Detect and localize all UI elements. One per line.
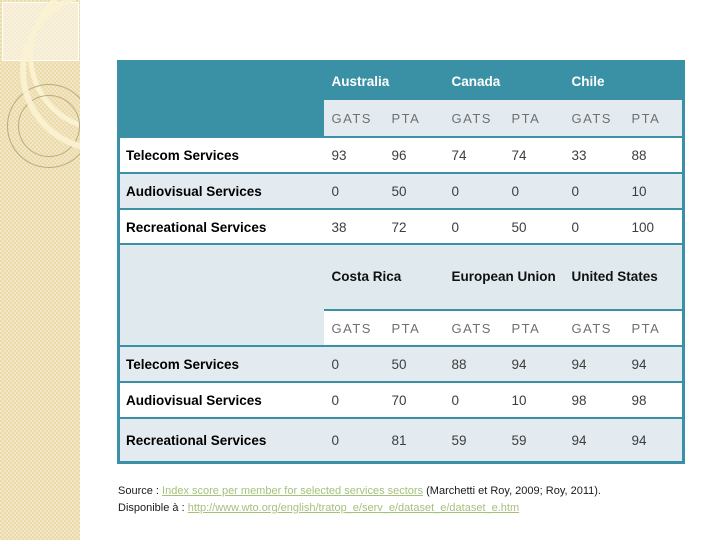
table-cell: 38 — [323, 208, 384, 246]
source-citation: Source : Index score per member for sele… — [118, 483, 704, 517]
table-australia-canada-chile: Australia Canada Chile GATS PTA GATS PTA… — [117, 60, 686, 247]
table-cell: 33 — [563, 136, 624, 173]
table-cell: 94 — [623, 345, 684, 382]
subheader-row: GATS PTA GATS PTA GATS PTA — [119, 309, 684, 346]
table-cell: 72 — [383, 208, 444, 246]
subheader-gats: GATS — [563, 309, 624, 346]
corner-cell — [118, 244, 324, 346]
table-cell: 0 — [563, 208, 624, 246]
table-cell: 59 — [503, 417, 564, 463]
subheader-gats: GATS — [323, 309, 384, 346]
country-header-australia: Australia — [323, 61, 444, 100]
table-cell: 88 — [623, 136, 684, 173]
table-cell: 0 — [563, 172, 624, 209]
source-label: Source : — [118, 485, 163, 497]
table-row-recreational: Recreational Services 0 81 59 59 94 94 — [118, 417, 684, 463]
table-cell: 94 — [503, 345, 564, 382]
table-row-recreational: Recreational Services 38 72 0 50 0 100 — [118, 208, 684, 246]
country-header-costa-rica: Costa Rica — [323, 244, 444, 310]
row-label: Audiovisual Services — [118, 172, 324, 209]
table-row-audiovisual: Audiovisual Services 0 50 0 0 0 10 — [118, 172, 684, 209]
table-cell: 10 — [503, 381, 564, 418]
table-cell: 93 — [323, 136, 384, 173]
subheader-pta: PTA — [383, 309, 444, 346]
table-cell: 94 — [563, 417, 624, 463]
table-cell: 88 — [443, 345, 504, 382]
corner-cell — [118, 61, 324, 137]
country-header-united-states: United States — [563, 244, 684, 310]
table-cell: 0 — [323, 172, 384, 209]
table-cell: 0 — [323, 381, 384, 418]
subheader-pta: PTA — [503, 309, 564, 346]
row-label: Audiovisual Services — [118, 381, 324, 418]
table-cell: 81 — [383, 417, 444, 463]
dataset-url-link[interactable]: http://www.wto.org/english/tratop_e/serv… — [187, 502, 520, 514]
table-cell: 59 — [443, 417, 504, 463]
source-citation-text: (Marchetti et Roy, 2009; Roy, 2011). — [423, 485, 601, 497]
table-cell: 0 — [443, 381, 504, 418]
country-header-canada: Canada — [443, 61, 564, 100]
table-cell: 74 — [503, 136, 564, 173]
table-cell: 98 — [623, 381, 684, 418]
table-cell: 98 — [563, 381, 624, 418]
table-cell: 96 — [383, 136, 444, 173]
table-cell: 50 — [383, 172, 444, 209]
table-cell: 74 — [443, 136, 504, 173]
table-cell: 0 — [323, 345, 384, 382]
row-label: Telecom Services — [118, 345, 324, 382]
country-header-chile: Chile — [563, 61, 684, 100]
subheader-pta: PTA — [623, 309, 684, 346]
table-cell: 0 — [443, 172, 504, 209]
subheader-pta: PTA — [503, 100, 564, 137]
subheader-gats: GATS — [443, 100, 504, 137]
table-cell: 94 — [563, 345, 624, 382]
table-cell: 50 — [383, 345, 444, 382]
subheader-row: GATS PTA GATS PTA GATS PTA — [119, 100, 684, 137]
table-cell: 70 — [383, 381, 444, 418]
table-cell: 94 — [623, 417, 684, 463]
row-label: Telecom Services — [118, 136, 324, 173]
table-row-telecom: Telecom Services 0 50 88 94 94 94 — [118, 345, 684, 382]
table-costarica-eu-us: Costa Rica European Union United States … — [117, 243, 685, 464]
subheader-gats: GATS — [323, 100, 384, 137]
source-line-2: Disponible à : http://www.wto.org/englis… — [118, 500, 704, 517]
source-link[interactable]: Index score per member for selected serv… — [162, 485, 424, 497]
row-label: Recreational Services — [118, 208, 324, 246]
table-cell: 0 — [503, 172, 564, 209]
source-line-1: Source : Index score per member for sele… — [118, 483, 704, 500]
country-header-european-union: European Union — [443, 244, 564, 310]
subheader-pta: PTA — [623, 100, 684, 137]
table-cell: 0 — [323, 417, 384, 463]
table-cell: 10 — [623, 172, 684, 209]
sidebar-decoration — [0, 0, 80, 540]
row-label: Recreational Services — [118, 417, 324, 463]
table-cell: 0 — [443, 208, 504, 246]
country-header-row: Costa Rica European Union United States — [118, 244, 684, 346]
table-row-telecom: Telecom Services 93 96 74 74 33 88 — [118, 136, 684, 173]
subheader-gats: GATS — [443, 309, 504, 346]
table-cell: 50 — [503, 208, 564, 246]
table-cell: 100 — [623, 208, 684, 246]
subheader-pta: PTA — [383, 100, 444, 137]
available-label: Disponible à : — [118, 502, 188, 514]
table-row-audiovisual: Audiovisual Services 0 70 0 10 98 98 — [118, 381, 684, 418]
subheader-gats: GATS — [563, 100, 624, 137]
country-header-row: Australia Canada Chile — [118, 61, 684, 137]
